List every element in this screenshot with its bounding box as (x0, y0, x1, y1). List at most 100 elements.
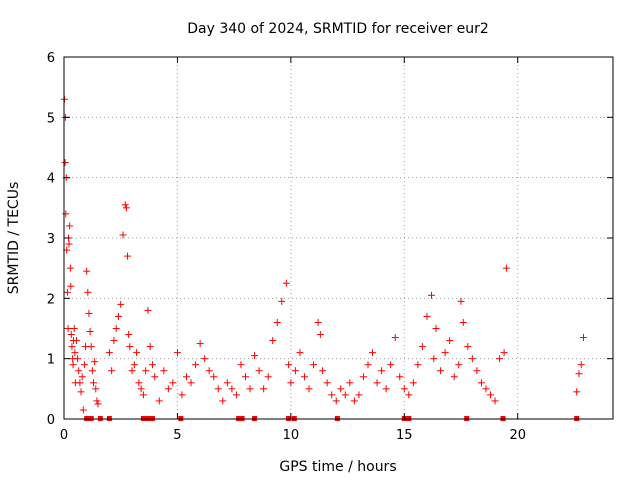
data-point (346, 379, 354, 387)
y-tick-label: 2 (47, 292, 55, 307)
data-point (260, 385, 268, 393)
data-point (75, 367, 83, 375)
data-point (155, 397, 163, 405)
data-point (502, 264, 510, 272)
data-point (61, 159, 69, 167)
data-point (251, 352, 259, 360)
data-point (477, 379, 485, 387)
grid (64, 57, 613, 419)
x-tick-label: 20 (509, 428, 526, 443)
data-point (355, 391, 363, 399)
data-point (85, 309, 93, 317)
data-point (468, 355, 476, 363)
data-point (282, 279, 290, 287)
data-point (319, 367, 327, 375)
data-point (108, 367, 116, 375)
data-point (76, 379, 84, 387)
data-point (117, 300, 125, 308)
data-point (139, 391, 147, 399)
data-point (65, 240, 73, 248)
y-axis-label: SRMTID / TECUs (6, 182, 22, 295)
data-point (151, 373, 159, 381)
data-point (232, 391, 240, 399)
data-point (205, 367, 213, 375)
data-point (500, 349, 508, 357)
data-point (291, 367, 299, 375)
data-point (378, 367, 386, 375)
data-point (71, 349, 79, 357)
data-point (423, 312, 431, 320)
data-point (228, 385, 236, 393)
data-point (87, 343, 95, 351)
data-point (437, 367, 445, 375)
data-point (214, 385, 222, 393)
data-point (137, 385, 145, 393)
data-point (237, 361, 245, 369)
data-point (84, 288, 92, 296)
data-point (255, 367, 263, 375)
data-point (110, 337, 118, 345)
data-point (62, 210, 70, 218)
data-point (80, 361, 88, 369)
axis-ticks: 0 5 10 15 20 0 1 2 3 4 5 6 (47, 51, 613, 443)
data-point (337, 385, 345, 393)
data-point (328, 391, 336, 399)
data-point (441, 349, 449, 357)
x-tick-label: 15 (396, 428, 413, 443)
data-point (105, 349, 113, 357)
data-point (164, 385, 172, 393)
plot-frame (63, 56, 614, 420)
data-point (359, 373, 367, 381)
data-point (314, 318, 322, 326)
data-point (77, 388, 85, 396)
data-point (69, 361, 77, 369)
x-axis-label: GPS time / hours (279, 459, 396, 475)
data-point (310, 361, 318, 369)
data-points (60, 95, 588, 421)
data-point (414, 361, 422, 369)
y-tick-label: 4 (47, 172, 55, 187)
data-point (93, 397, 101, 405)
data-point (464, 343, 472, 351)
data-point (350, 397, 358, 405)
data-point (364, 361, 372, 369)
data-point (67, 331, 75, 339)
data-point (486, 391, 494, 399)
data-point (135, 379, 143, 387)
data-point (148, 361, 156, 369)
data-point (341, 391, 349, 399)
data-point (219, 397, 227, 405)
data-point (305, 385, 313, 393)
data-point (278, 297, 286, 305)
data-point (264, 373, 272, 381)
data-point (287, 379, 295, 387)
data-point (83, 267, 91, 275)
data-point (369, 349, 377, 357)
data-point (409, 379, 417, 387)
data-point (405, 391, 413, 399)
data-point (391, 334, 399, 342)
data-point (241, 373, 249, 381)
data-point (316, 331, 324, 339)
data-point (92, 385, 100, 393)
data-point (72, 337, 80, 345)
data-point (114, 312, 122, 320)
data-point (428, 291, 436, 299)
data-point (88, 367, 96, 375)
data-point (91, 358, 99, 366)
data-point (457, 297, 465, 305)
y-tick-label: 1 (47, 353, 55, 368)
chart-title: Day 340 of 2024, SRMTID for receiver eur… (187, 21, 489, 37)
data-point (63, 288, 71, 296)
data-point (122, 204, 130, 212)
data-point (450, 373, 458, 381)
data-point (78, 373, 86, 381)
data-point (146, 343, 154, 351)
data-point (89, 379, 97, 387)
data-point (86, 328, 94, 336)
data-point (496, 355, 504, 363)
data-point (300, 373, 308, 381)
data-point (373, 379, 381, 387)
data-point (273, 318, 281, 326)
